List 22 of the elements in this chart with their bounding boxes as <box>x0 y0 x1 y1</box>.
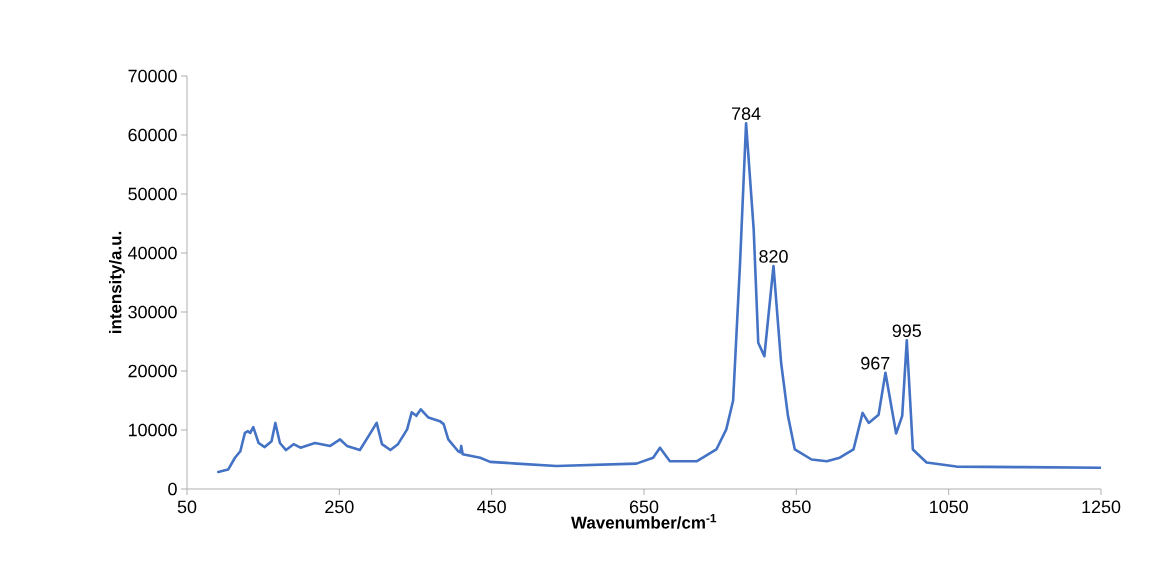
x-tick-label: 1050 <box>930 500 968 514</box>
x-tick-label: 650 <box>629 500 659 514</box>
y-tick-label: 40000 <box>128 246 177 260</box>
y-tick-label: 70000 <box>128 69 177 83</box>
annotation: 995 <box>892 324 921 338</box>
y-tick-label: 50000 <box>128 187 177 201</box>
line-series <box>216 121 1102 474</box>
x-tick-label: 50 <box>177 500 197 514</box>
y-tick-label: 20000 <box>128 364 177 378</box>
annotation: 820 <box>759 250 788 263</box>
annotation: 967 <box>861 356 890 370</box>
y-axis-title: intensity/a.u. <box>108 231 125 334</box>
x-tick-label: 450 <box>477 500 506 514</box>
x-tick-label: 1250 <box>1082 500 1121 514</box>
x-tick-label: 850 <box>782 500 811 514</box>
y-tick-label: 10000 <box>128 423 177 437</box>
y-tick-label: 30000 <box>128 305 177 319</box>
x-axis-title: Wavenumber/cm$^{-1}$ <box>571 514 717 529</box>
y-tick-label: 0 <box>168 482 177 496</box>
annotation: 784 <box>732 107 761 120</box>
x-tick-label: 250 <box>325 500 354 514</box>
y-tick-label: 60000 <box>128 128 177 142</box>
